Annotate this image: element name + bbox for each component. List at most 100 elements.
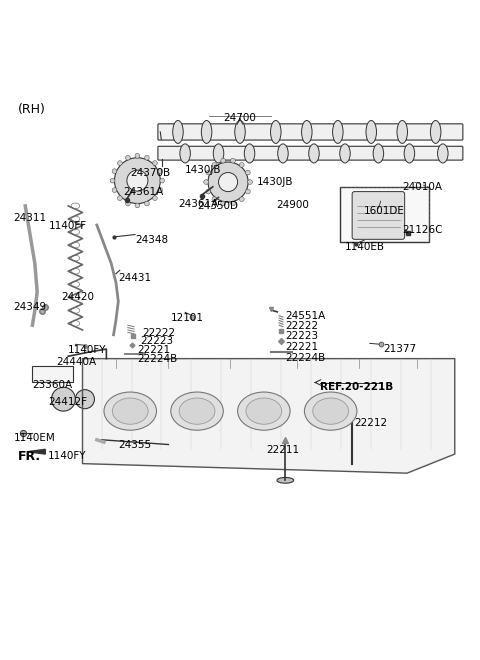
Text: 22223: 22223 bbox=[285, 331, 318, 341]
Text: 1140FY: 1140FY bbox=[48, 451, 87, 461]
Text: 22222: 22222 bbox=[142, 327, 175, 338]
Ellipse shape bbox=[213, 144, 224, 163]
Circle shape bbox=[245, 189, 250, 194]
Ellipse shape bbox=[112, 398, 148, 424]
Text: 24361A: 24361A bbox=[178, 199, 218, 209]
Ellipse shape bbox=[201, 121, 212, 143]
Text: 22211: 22211 bbox=[266, 446, 300, 455]
Text: 24350D: 24350D bbox=[197, 201, 238, 211]
Text: 24431: 24431 bbox=[118, 273, 151, 282]
Circle shape bbox=[230, 201, 235, 206]
Circle shape bbox=[135, 203, 140, 208]
Text: 24551A: 24551A bbox=[285, 311, 325, 321]
Circle shape bbox=[115, 158, 160, 203]
Text: 22224B: 22224B bbox=[137, 354, 178, 364]
Text: 1430JB: 1430JB bbox=[185, 166, 222, 176]
Text: 1140EB: 1140EB bbox=[345, 242, 385, 251]
Circle shape bbox=[127, 170, 148, 191]
Circle shape bbox=[208, 162, 248, 202]
Ellipse shape bbox=[431, 121, 441, 143]
Ellipse shape bbox=[397, 121, 408, 143]
Circle shape bbox=[118, 196, 122, 201]
Ellipse shape bbox=[278, 144, 288, 163]
Circle shape bbox=[221, 201, 226, 206]
FancyBboxPatch shape bbox=[352, 191, 405, 240]
Circle shape bbox=[212, 197, 217, 201]
Text: 24010A: 24010A bbox=[402, 182, 442, 192]
Text: 1140FY: 1140FY bbox=[68, 345, 107, 355]
Polygon shape bbox=[83, 358, 455, 473]
Text: 24440A: 24440A bbox=[56, 357, 96, 367]
Text: (RH): (RH) bbox=[18, 104, 46, 116]
Circle shape bbox=[221, 158, 226, 163]
FancyBboxPatch shape bbox=[33, 366, 73, 383]
Circle shape bbox=[206, 170, 211, 175]
Circle shape bbox=[204, 180, 208, 184]
Circle shape bbox=[112, 187, 117, 193]
Ellipse shape bbox=[333, 121, 343, 143]
Circle shape bbox=[158, 187, 163, 193]
Text: 21126C: 21126C bbox=[402, 225, 443, 235]
Text: 24355: 24355 bbox=[118, 440, 151, 449]
Ellipse shape bbox=[277, 477, 294, 483]
Text: 24700: 24700 bbox=[224, 113, 256, 123]
Polygon shape bbox=[28, 449, 45, 454]
Circle shape bbox=[158, 169, 163, 174]
Circle shape bbox=[212, 162, 217, 167]
Ellipse shape bbox=[180, 144, 191, 163]
Text: 22222: 22222 bbox=[285, 321, 318, 331]
Ellipse shape bbox=[179, 398, 215, 424]
Text: 24900: 24900 bbox=[276, 200, 309, 210]
Text: 22212: 22212 bbox=[355, 418, 388, 428]
Text: 12101: 12101 bbox=[171, 314, 204, 323]
Ellipse shape bbox=[404, 144, 415, 163]
Circle shape bbox=[245, 170, 250, 175]
Text: 24311: 24311 bbox=[13, 213, 47, 223]
Text: 1601DE: 1601DE bbox=[364, 206, 405, 216]
FancyBboxPatch shape bbox=[340, 187, 429, 242]
Circle shape bbox=[240, 197, 244, 201]
Text: 24349: 24349 bbox=[13, 302, 47, 312]
Text: 24361A: 24361A bbox=[123, 187, 163, 197]
Ellipse shape bbox=[313, 398, 348, 424]
Ellipse shape bbox=[304, 392, 357, 430]
Ellipse shape bbox=[235, 121, 245, 143]
Circle shape bbox=[160, 178, 165, 183]
Ellipse shape bbox=[373, 144, 384, 163]
Text: 24412F: 24412F bbox=[48, 397, 87, 407]
Ellipse shape bbox=[309, 144, 319, 163]
Circle shape bbox=[75, 389, 95, 409]
Circle shape bbox=[112, 169, 117, 174]
Circle shape bbox=[240, 162, 244, 167]
Circle shape bbox=[118, 160, 122, 166]
Text: FR.: FR. bbox=[18, 450, 41, 463]
FancyBboxPatch shape bbox=[158, 124, 463, 140]
Ellipse shape bbox=[104, 392, 156, 430]
Ellipse shape bbox=[366, 121, 376, 143]
Text: 1140EM: 1140EM bbox=[13, 432, 55, 443]
Text: 24348: 24348 bbox=[135, 234, 168, 245]
Text: 24370B: 24370B bbox=[130, 168, 170, 178]
Ellipse shape bbox=[246, 398, 282, 424]
Ellipse shape bbox=[271, 121, 281, 143]
Ellipse shape bbox=[244, 144, 255, 163]
FancyBboxPatch shape bbox=[158, 147, 463, 160]
Text: 1140FF: 1140FF bbox=[49, 221, 87, 231]
Ellipse shape bbox=[438, 144, 448, 163]
Text: 22224B: 22224B bbox=[285, 353, 325, 363]
Circle shape bbox=[153, 196, 157, 201]
Circle shape bbox=[110, 178, 115, 183]
Ellipse shape bbox=[173, 121, 183, 143]
Circle shape bbox=[248, 180, 252, 184]
Ellipse shape bbox=[301, 121, 312, 143]
Circle shape bbox=[230, 158, 235, 163]
Text: 22223: 22223 bbox=[140, 336, 173, 346]
Circle shape bbox=[125, 155, 130, 160]
Circle shape bbox=[153, 160, 157, 166]
Text: 22221: 22221 bbox=[285, 342, 318, 352]
Text: 22221: 22221 bbox=[137, 345, 170, 355]
Text: REF.20-221B: REF.20-221B bbox=[320, 381, 394, 391]
Ellipse shape bbox=[238, 392, 290, 430]
Circle shape bbox=[218, 172, 238, 191]
Circle shape bbox=[144, 201, 149, 206]
